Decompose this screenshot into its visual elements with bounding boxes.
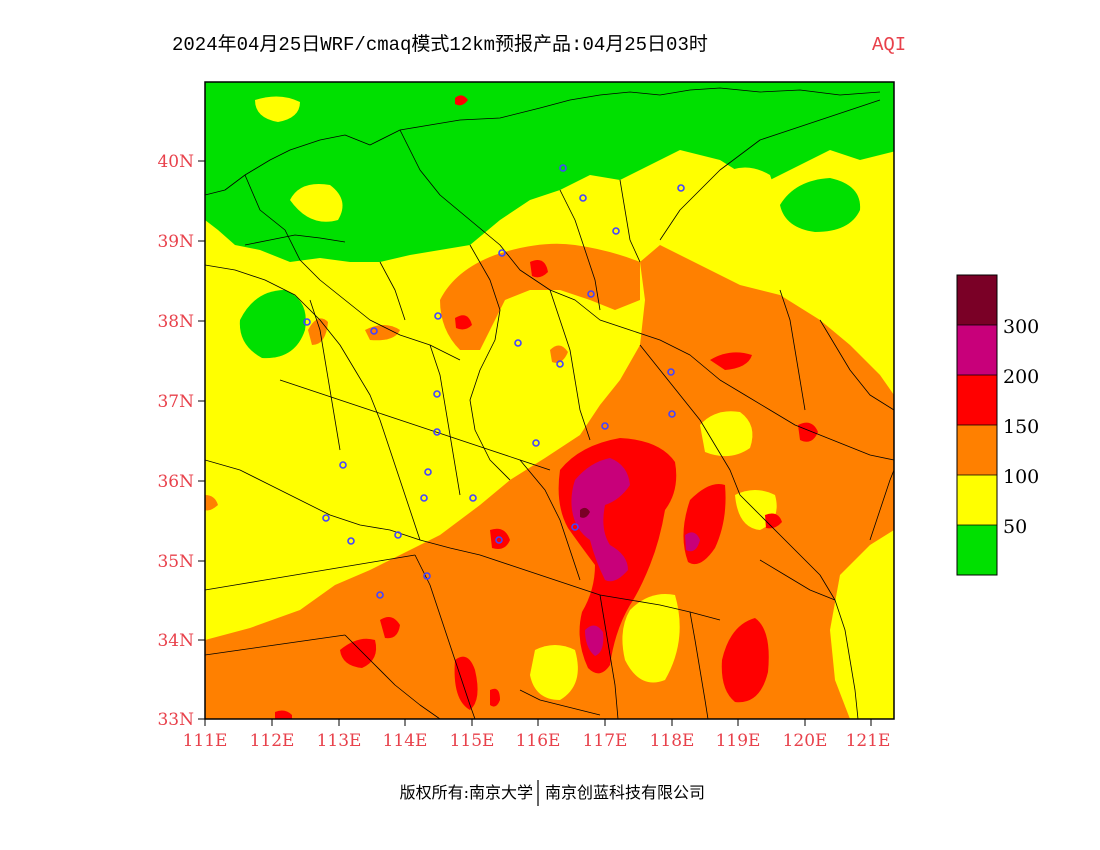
city-marker	[579, 194, 587, 202]
city-marker	[667, 368, 675, 376]
lon-label: 115E	[450, 731, 495, 751]
city-marker	[424, 468, 432, 476]
copyright-left: 版权所有:南京大学	[400, 783, 533, 802]
city-marker	[376, 591, 384, 599]
city-marker	[587, 290, 595, 298]
aqi-field	[205, 82, 894, 719]
city-marker	[434, 312, 442, 320]
city-marker	[420, 494, 428, 502]
aqi-band-good-west	[239, 290, 306, 359]
legend-swatch-unhealthy	[957, 375, 997, 425]
admin-boundaries	[205, 87, 894, 719]
aqi-band-orange-north	[440, 243, 640, 350]
lon-label: 116E	[516, 731, 561, 751]
city-marker	[677, 184, 685, 192]
city-marker	[556, 360, 564, 368]
city-marker	[347, 537, 355, 545]
indicator-label: AQI	[872, 34, 906, 56]
aqi-band-magenta	[571, 458, 630, 582]
lon-label: 112E	[250, 731, 295, 751]
lat-label: 34N	[157, 631, 194, 651]
city-marker	[612, 227, 620, 235]
lon-axis: 111E 112E 113E 114E 115E 116E 117E 118E …	[183, 719, 891, 751]
legend-label: 200	[1003, 366, 1039, 388]
city-marker	[514, 339, 522, 347]
city-marker	[303, 318, 311, 326]
legend-swatch-sensitive	[957, 425, 997, 475]
lat-label: 33N	[157, 710, 194, 730]
copyright-right: 南京创蓝科技有限公司	[545, 783, 705, 802]
lat-label: 36N	[157, 472, 194, 492]
lat-label: 39N	[157, 232, 194, 252]
city-marker	[668, 410, 676, 418]
lat-label: 37N	[157, 392, 194, 412]
aqi-band-good-east	[780, 178, 861, 232]
lon-label: 114E	[383, 731, 428, 751]
lat-axis: 40N 39N 38N 37N 36N 35N 34N 33N	[157, 152, 205, 730]
city-marker	[339, 461, 347, 469]
legend-label: 50	[1003, 516, 1027, 538]
city-marker	[370, 327, 378, 335]
legend-label: 150	[1003, 416, 1039, 438]
city-marker	[532, 439, 540, 447]
aqi-band-maroon	[580, 507, 590, 518]
lon-label: 120E	[783, 731, 828, 751]
legend-swatch-very-unhealthy	[957, 325, 997, 375]
city-marker	[469, 494, 477, 502]
legend-swatch-moderate	[957, 475, 997, 525]
city-marker	[601, 422, 609, 430]
legend-swatch-hazardous	[957, 275, 997, 325]
legend-label: 100	[1003, 466, 1039, 488]
lon-label: 111E	[183, 731, 228, 751]
city-marker	[571, 523, 579, 531]
city-marker	[433, 428, 441, 436]
city-marker	[495, 536, 503, 544]
aqi-legend: 300 200 150 100 50	[956, 274, 1039, 576]
lon-label: 118E	[650, 731, 695, 751]
city-marker	[394, 531, 402, 539]
legend-swatch-good	[957, 525, 997, 575]
lat-label: 35N	[157, 552, 194, 572]
city-marker	[559, 164, 567, 172]
lat-label: 40N	[157, 152, 194, 172]
city-marker	[423, 572, 431, 580]
lon-label: 117E	[583, 731, 628, 751]
legend-label: 300	[1003, 316, 1039, 338]
city-marker	[498, 249, 506, 257]
lon-label: 113E	[317, 731, 362, 751]
lon-label: 119E	[716, 731, 761, 751]
city-marker	[322, 514, 330, 522]
aqi-band-good-north	[205, 82, 894, 262]
city-marker	[433, 390, 441, 398]
lat-label: 38N	[157, 312, 194, 332]
lon-label: 121E	[846, 731, 891, 751]
city-markers	[303, 164, 685, 599]
map-title: 2024年04月25日WRF/cmaq模式12km预报产品:04月25日03时	[172, 33, 708, 56]
